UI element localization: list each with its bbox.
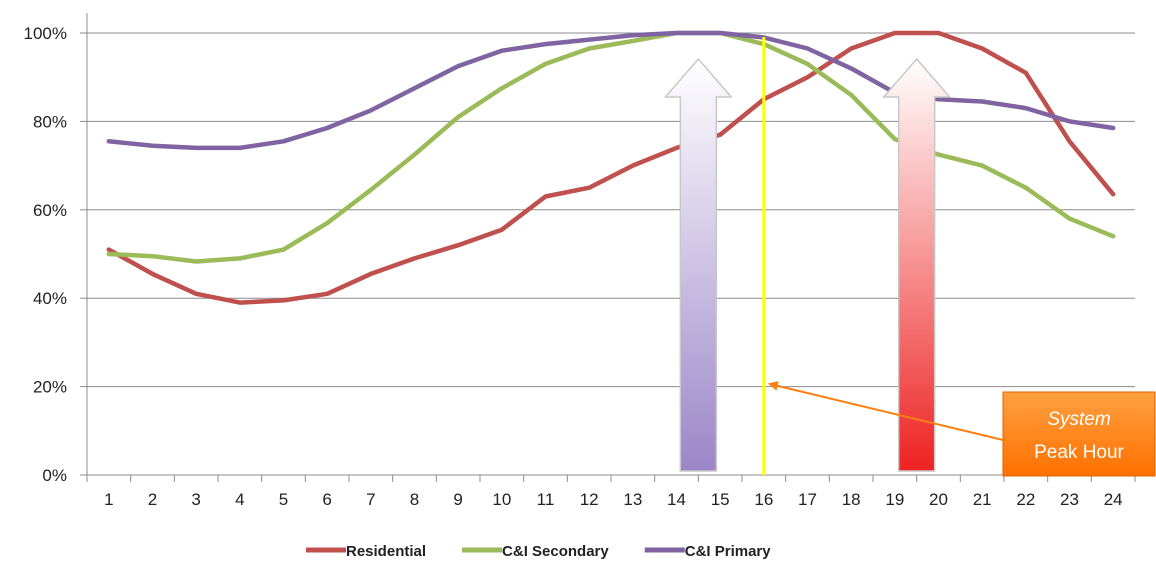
x-tick-label: 17	[798, 490, 817, 509]
callout-line2: Peak Hour	[1034, 442, 1124, 463]
x-tick-label: 8	[410, 490, 419, 509]
x-tick-label: 3	[191, 490, 200, 509]
gridlines	[80, 32, 1135, 476]
legend-label-0: Residential	[346, 543, 426, 560]
x-tick-label: 7	[366, 490, 375, 509]
legend: Residential C&I Secondary C&I Primary	[306, 543, 771, 560]
series-line-2	[106, 30, 1116, 151]
x-tick-labels: 1 2 3 4 5 6 7 8 9 10 11 12 13 14 15 16 17 18 19 20 21 22 23 24	[86, 475, 1136, 509]
series-lines	[106, 30, 1116, 305]
y-tick-label: 40%	[33, 289, 67, 308]
x-tick-label: 21	[973, 490, 992, 509]
c-and-i-peak-arrow	[663, 57, 733, 472]
legend-label-2: C&I Primary	[685, 543, 772, 560]
x-tick-label: 11	[537, 490, 555, 509]
x-tick-label: 15	[711, 490, 730, 509]
annotations: System Peak Hour	[663, 37, 1156, 477]
x-tick-label: 4	[235, 490, 244, 509]
x-tick-label: 16	[754, 490, 773, 509]
x-tick-label: 14	[667, 490, 686, 509]
x-tick-label: 12	[580, 490, 599, 509]
y-tick-label: 20%	[33, 378, 67, 397]
x-tick-label: 1	[104, 490, 113, 509]
x-tick-label: 24	[1104, 490, 1123, 509]
y-tick-label: 100%	[24, 24, 67, 43]
x-tick-label: 5	[279, 490, 288, 509]
x-tick-label: 13	[623, 490, 642, 509]
y-tick-labels: 0% 20% 40% 60% 80% 100%	[24, 24, 67, 485]
callout-line1: System	[1047, 409, 1110, 430]
callout-pointer	[767, 381, 1004, 441]
x-tick-label: 18	[842, 490, 861, 509]
x-tick-label: 10	[492, 490, 511, 509]
system-peak-callout	[1002, 391, 1156, 477]
series-line-1	[106, 30, 1116, 264]
x-tick-label: 20	[929, 490, 948, 509]
y-tick-label: 80%	[33, 112, 67, 131]
y-tick-label: 60%	[33, 201, 67, 220]
x-tick-label: 2	[148, 490, 157, 509]
y-tick-label: 0%	[42, 466, 67, 485]
x-tick-label: 9	[453, 490, 462, 509]
residential-peak-arrow	[882, 57, 952, 472]
x-tick-label: 6	[322, 490, 331, 509]
x-tick-label: 22	[1016, 490, 1035, 509]
x-tick-label: 23	[1060, 490, 1079, 509]
series-line-0	[106, 30, 1116, 305]
legend-label-1: C&I Secondary	[502, 543, 609, 560]
axes	[86, 13, 1135, 476]
x-tick-label: 19	[885, 490, 904, 509]
